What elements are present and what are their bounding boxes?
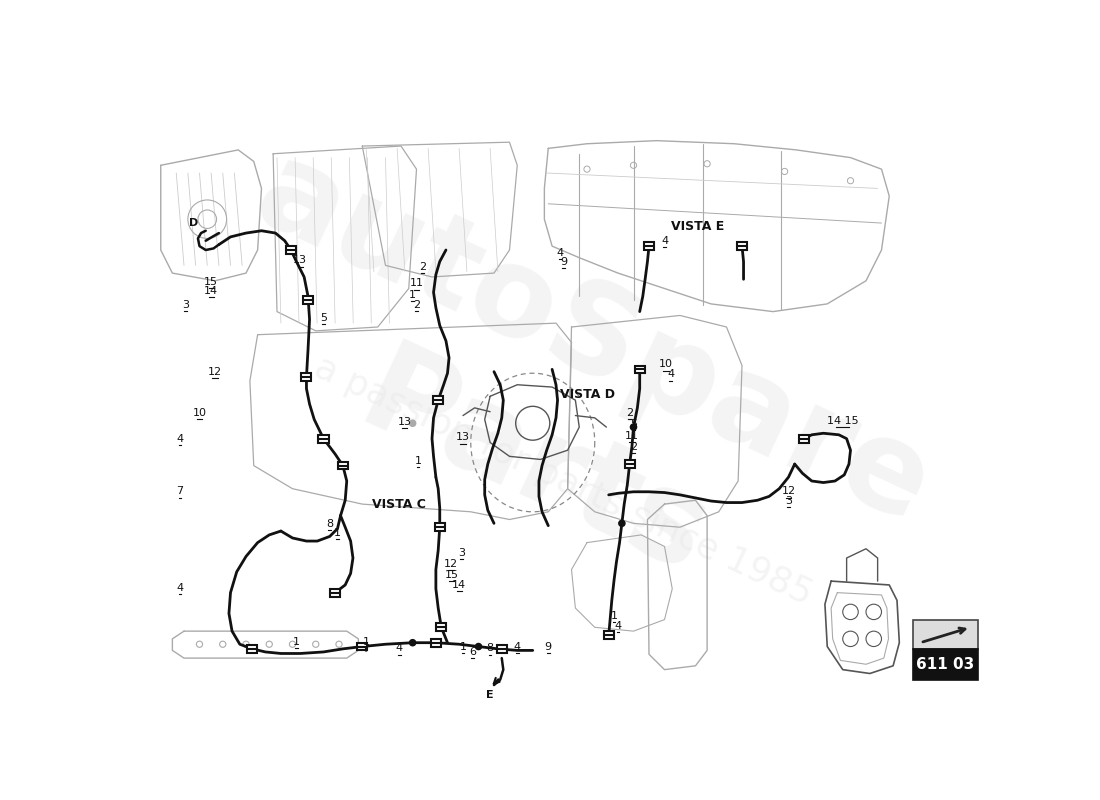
Text: 14: 14 — [452, 580, 466, 590]
Circle shape — [409, 420, 416, 426]
Text: 2: 2 — [419, 262, 427, 271]
Text: 14: 14 — [205, 286, 218, 296]
Bar — [625, 460, 635, 468]
Text: 7: 7 — [177, 486, 184, 496]
Text: 5: 5 — [320, 313, 327, 323]
Text: 15: 15 — [444, 570, 459, 579]
Bar — [913, 649, 978, 680]
Text: 4: 4 — [557, 248, 563, 258]
Text: 12: 12 — [208, 367, 222, 377]
Text: 1: 1 — [363, 638, 370, 647]
Bar — [433, 396, 443, 404]
Text: 4: 4 — [177, 434, 184, 444]
Text: 13: 13 — [294, 255, 307, 266]
Circle shape — [475, 643, 482, 650]
Bar — [497, 645, 507, 653]
Text: 12: 12 — [444, 558, 459, 569]
Bar — [248, 645, 257, 653]
Text: 9: 9 — [560, 257, 568, 267]
Text: 3: 3 — [183, 300, 189, 310]
Text: VISTA D: VISTA D — [560, 388, 615, 402]
Bar — [635, 366, 645, 373]
Bar — [319, 435, 329, 442]
Text: 4: 4 — [514, 642, 520, 652]
Text: 4: 4 — [661, 236, 668, 246]
Text: 2: 2 — [412, 300, 420, 310]
Text: 10: 10 — [659, 359, 673, 370]
Bar — [434, 523, 444, 531]
Bar — [737, 242, 747, 250]
Text: 13: 13 — [456, 433, 470, 442]
Text: 4: 4 — [667, 370, 674, 379]
Circle shape — [409, 640, 416, 646]
Text: 12: 12 — [781, 486, 795, 496]
Text: 4: 4 — [615, 621, 622, 631]
Text: 1: 1 — [293, 638, 300, 647]
Bar — [644, 242, 654, 250]
Bar — [302, 296, 313, 304]
Text: D: D — [189, 218, 198, 228]
Text: a passion for parts since 1985: a passion for parts since 1985 — [309, 350, 818, 612]
Text: E: E — [486, 690, 494, 700]
Text: 1: 1 — [610, 611, 617, 621]
Text: 10: 10 — [192, 408, 207, 418]
Bar — [437, 623, 447, 631]
Bar — [913, 619, 978, 649]
Text: 1: 1 — [460, 642, 466, 652]
Circle shape — [630, 424, 637, 430]
Text: 13: 13 — [398, 417, 411, 427]
Bar — [330, 589, 340, 597]
Text: 3: 3 — [458, 548, 465, 558]
Text: 9: 9 — [544, 642, 552, 652]
Text: 611 03: 611 03 — [916, 657, 975, 672]
Text: 11: 11 — [625, 431, 639, 441]
Bar — [604, 631, 614, 639]
Circle shape — [619, 520, 625, 526]
Bar — [338, 462, 348, 470]
Bar — [301, 373, 311, 381]
Text: 4: 4 — [177, 582, 184, 593]
Bar — [358, 642, 367, 650]
Text: 4: 4 — [396, 643, 403, 654]
Text: 5: 5 — [630, 418, 637, 429]
Text: 14 15: 14 15 — [827, 415, 859, 426]
Text: 6: 6 — [469, 646, 476, 657]
Text: 1: 1 — [409, 290, 416, 300]
Text: 1: 1 — [334, 528, 341, 538]
Text: 2: 2 — [630, 442, 637, 452]
Text: 8: 8 — [486, 643, 494, 654]
Bar — [431, 639, 441, 646]
Text: 1: 1 — [415, 456, 421, 466]
Text: 3: 3 — [785, 496, 792, 506]
Text: VISTA C: VISTA C — [372, 498, 426, 510]
Bar — [286, 246, 296, 254]
Text: 11: 11 — [409, 278, 424, 289]
Text: VISTA E: VISTA E — [671, 220, 724, 234]
Text: autoSpare
Parts: autoSpare Parts — [178, 132, 949, 676]
Text: 2: 2 — [626, 408, 634, 418]
Text: 8: 8 — [326, 518, 333, 529]
Text: 15: 15 — [205, 277, 218, 287]
Bar — [799, 435, 808, 442]
